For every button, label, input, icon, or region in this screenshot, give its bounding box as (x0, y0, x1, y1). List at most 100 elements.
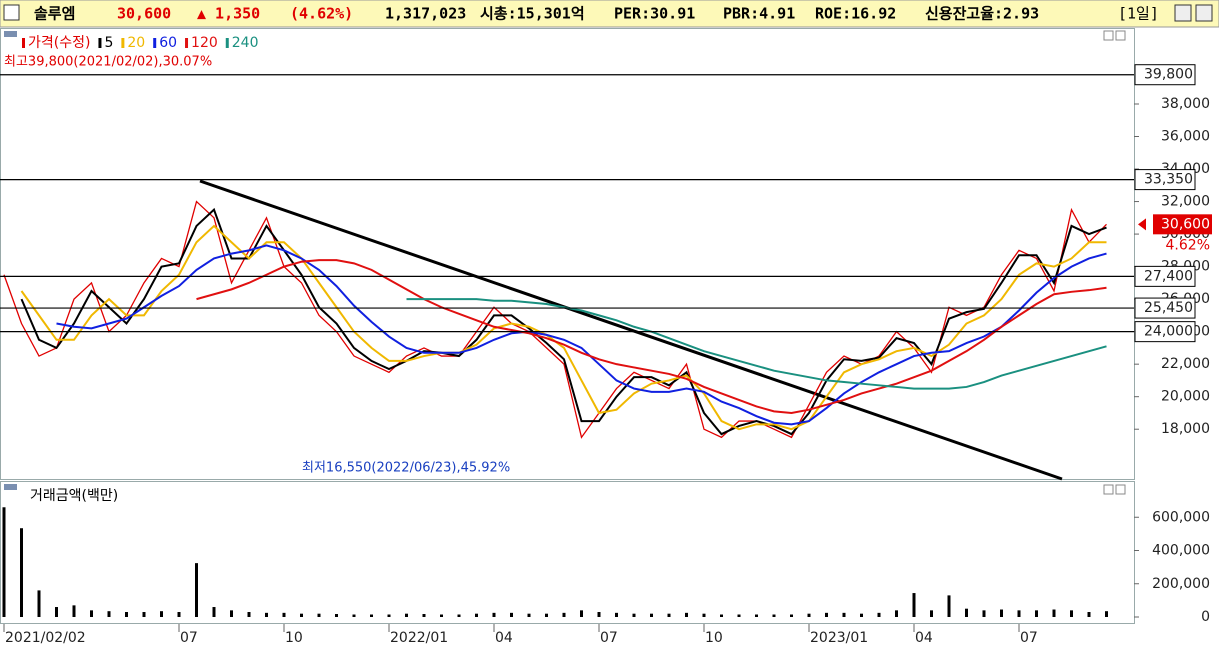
level-box (1134, 321, 1196, 343)
series-line (196, 259, 1107, 414)
legend-swatch (225, 38, 229, 48)
bar (1105, 611, 1108, 617)
legend-label: 60 (159, 35, 177, 51)
close-button[interactable] (1195, 4, 1213, 22)
bar (1017, 610, 1021, 617)
bar (790, 614, 793, 617)
x-tick-label: 10 (285, 630, 303, 646)
panel-button[interactable] (1103, 30, 1114, 41)
series-line (20, 207, 1107, 436)
bar (562, 612, 566, 617)
bar (317, 613, 321, 617)
bar (247, 612, 251, 617)
bar (720, 614, 723, 617)
x-tick-label: 2022/01 (390, 630, 448, 646)
y-tick-label: 200,000 (1152, 576, 1210, 592)
checkbox[interactable] (3, 4, 20, 21)
bar (475, 613, 478, 617)
bar (755, 614, 758, 617)
y-tick-label: 36,000 (1161, 129, 1210, 145)
panel-icon (4, 484, 17, 490)
volume-panel (0, 481, 1135, 624)
header-bar (0, 0, 1219, 28)
level-box (1134, 265, 1196, 287)
panel-icon (4, 31, 17, 37)
legend-label: 120 (191, 35, 218, 51)
legend-label: 5 (104, 35, 113, 51)
legend-swatch (121, 38, 125, 48)
bar (55, 607, 58, 617)
bar (282, 612, 286, 617)
last-box (1153, 214, 1212, 235)
volume: 1,317,023 (385, 5, 466, 23)
last-label: 30,600 (1161, 216, 1210, 232)
bar (667, 613, 671, 617)
bar (527, 613, 531, 617)
bar (702, 613, 706, 617)
trend-line (199, 179, 1063, 481)
bar (1000, 609, 1003, 617)
bar (440, 614, 443, 617)
bar (72, 605, 76, 617)
bar (195, 563, 198, 617)
y-tick-label: 22,000 (1161, 356, 1210, 372)
bar (1087, 612, 1091, 617)
y-tick-label: 32,000 (1161, 194, 1210, 210)
legend-label: 20 (127, 35, 145, 51)
level-label: 39,800 (1144, 67, 1193, 83)
bar (912, 593, 916, 617)
last-marker (1138, 218, 1146, 231)
bar (615, 612, 618, 617)
bar (492, 612, 496, 617)
bar (510, 612, 513, 617)
series-line (406, 298, 1107, 390)
change: ▲ 1,350 (197, 5, 260, 23)
legend-swatch (98, 38, 102, 48)
legend-label: 가격(수정) (28, 35, 90, 51)
series-line (56, 244, 1107, 426)
series-line (3, 200, 1107, 439)
restore-button[interactable] (1174, 4, 1192, 22)
bar (895, 610, 898, 617)
bar (597, 612, 601, 617)
bar (982, 610, 986, 617)
bar (160, 611, 163, 617)
legend-swatch (153, 38, 157, 48)
bar (807, 613, 811, 617)
low-annotation: 최저16,550(2022/06/23),45.92% (302, 461, 510, 476)
bar (107, 611, 111, 617)
y-tick-label: 18,000 (1161, 421, 1210, 437)
bar (90, 610, 93, 617)
legend-label: 240 (232, 35, 259, 51)
bar (370, 614, 373, 617)
y-tick-label: 400,000 (1152, 543, 1210, 559)
legend-swatch (185, 38, 189, 48)
panel-button[interactable] (1115, 484, 1126, 495)
bar (212, 607, 216, 617)
bar (772, 614, 776, 617)
bar (632, 613, 636, 617)
bar (387, 614, 391, 617)
bar (877, 612, 881, 617)
panel-button[interactable] (1115, 30, 1126, 41)
bar (1070, 610, 1073, 617)
high-annotation: 최고39,800(2021/02/02),30.07% (4, 55, 212, 70)
bar (230, 610, 233, 617)
bar (20, 528, 23, 617)
bar (37, 590, 41, 617)
market-cap: 시총:15,301억 (480, 5, 585, 23)
y-tick-label: 38,000 (1161, 96, 1210, 112)
level-box (1134, 64, 1196, 86)
panel-button[interactable] (1103, 484, 1114, 495)
level-label: 25,450 (1144, 300, 1193, 316)
change-pct: (4.62%) (290, 5, 353, 23)
x-tick-label: 04 (915, 630, 933, 646)
y-tick-label: 600,000 (1152, 509, 1210, 525)
bar (580, 610, 583, 617)
price: 30,600 (117, 5, 171, 23)
period[interactable]: [1일] (1118, 5, 1159, 23)
level-box (1134, 297, 1196, 319)
bar (1035, 610, 1038, 617)
bar (405, 613, 408, 617)
